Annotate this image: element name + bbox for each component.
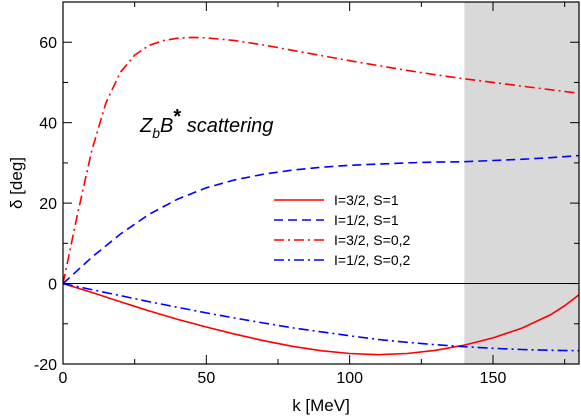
x-tick-label: 50 xyxy=(197,370,215,387)
series-line-3 xyxy=(63,36,579,284)
x-tick-label: 150 xyxy=(480,370,507,387)
annotation-tail: scattering xyxy=(181,115,273,137)
x-axis-label: k [MeV] xyxy=(292,396,350,415)
y-tick-label: 60 xyxy=(39,35,57,52)
plot-frame xyxy=(62,1,580,365)
annotation-mid: B xyxy=(160,115,173,137)
legend-label: I=3/2, S=1 xyxy=(334,192,399,208)
x-tick-label: 0 xyxy=(59,370,68,387)
legend-label: I=3/2, S=0,2 xyxy=(334,232,410,248)
y-axis-label: δ [deg] xyxy=(7,157,26,209)
legend-label: I=1/2, S=0,2 xyxy=(334,252,410,268)
legend: I=3/2, S=1 I=1/2, S=1 I=3/2, S=0,2 I=1/2, S… xyxy=(274,192,410,268)
y-tick-label: 0 xyxy=(48,277,57,294)
chart-annotation: ZbB* scattering xyxy=(139,106,273,141)
y-tick-label: 40 xyxy=(39,116,57,133)
shaded-region xyxy=(464,2,579,364)
y-tick-label: 20 xyxy=(39,196,57,213)
annotation-sup: * xyxy=(173,106,181,128)
y-tick-label: -20 xyxy=(34,357,57,374)
series-line-4 xyxy=(63,282,579,352)
annotation-sub: b xyxy=(152,125,160,141)
series-layer xyxy=(63,36,579,356)
legend-label: I=1/2, S=1 xyxy=(334,212,399,228)
x-tick-label: 100 xyxy=(336,370,363,387)
series-line-1 xyxy=(63,282,579,356)
annotation-base: Z xyxy=(139,115,153,137)
series-line-2 xyxy=(63,154,579,285)
